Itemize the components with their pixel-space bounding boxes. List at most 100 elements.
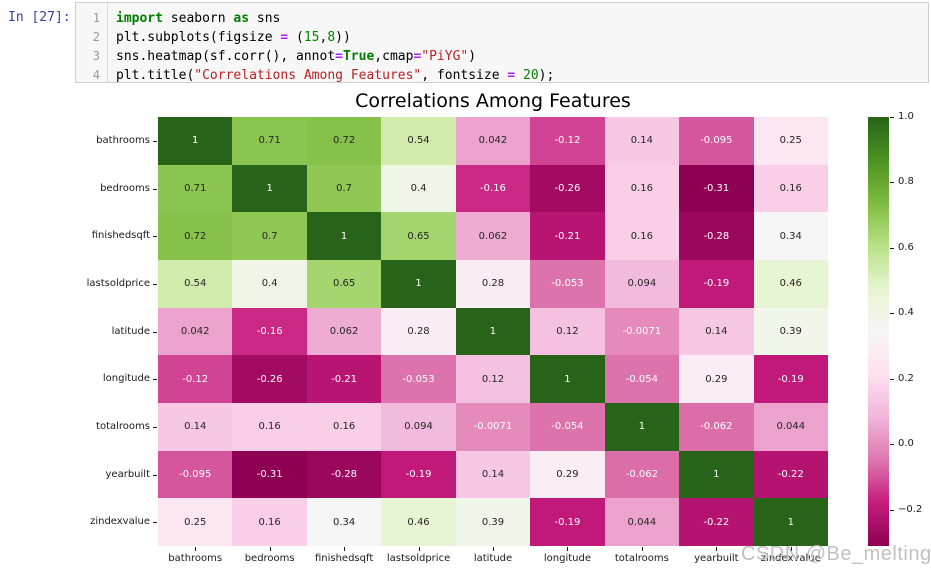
y-tick-mark bbox=[153, 426, 157, 428]
y-tick-mark bbox=[153, 236, 157, 238]
code-token: , fontsize bbox=[421, 68, 508, 83]
colorbar bbox=[868, 117, 889, 546]
colorbar-tick-mark bbox=[890, 509, 894, 511]
colorbar-tick-label: 1.0 bbox=[898, 111, 914, 122]
heatmap-cell: 1 bbox=[679, 450, 754, 499]
heatmap-cell: -0.22 bbox=[753, 450, 828, 499]
y-tick-mark bbox=[153, 379, 157, 381]
y-tick-mark bbox=[153, 283, 157, 285]
code-token: sns bbox=[249, 11, 281, 26]
heatmap-cell: 0.39 bbox=[753, 307, 828, 356]
heatmap-cell: 0.65 bbox=[381, 212, 456, 260]
colorbar-tick-mark bbox=[890, 313, 894, 315]
code-line[interactable]: sns.heatmap(sf.corr(), annot=True,cmap="… bbox=[116, 47, 928, 66]
code-token: as bbox=[233, 11, 250, 26]
heatmap-cell: 0.25 bbox=[158, 498, 233, 546]
heatmap-cell: 1 bbox=[753, 498, 828, 546]
x-tick-label: totalrooms bbox=[614, 553, 669, 564]
figure-title: Correlations Among Features bbox=[355, 90, 631, 112]
y-tick-mark bbox=[153, 188, 157, 190]
cell-prompt: In [27]: bbox=[8, 10, 71, 25]
heatmap-cell: -0.062 bbox=[604, 450, 680, 499]
y-tick-label: bathrooms bbox=[96, 134, 150, 146]
code-token: plt.title( bbox=[116, 68, 195, 83]
code-token: "Correlations Among Features" bbox=[194, 68, 422, 83]
heatmap-cell: 0.7 bbox=[306, 164, 382, 213]
heatmap-cell: 0.71 bbox=[158, 164, 233, 213]
code-token: "PiYG" bbox=[421, 49, 469, 64]
heatmap-cell: 0.14 bbox=[679, 307, 754, 356]
code-token: )) bbox=[335, 30, 351, 45]
heatmap-cell: 0.46 bbox=[753, 260, 828, 308]
code-token: = bbox=[335, 49, 343, 64]
heatmap-cell: 0.7 bbox=[232, 212, 307, 260]
code-token: , bbox=[319, 30, 328, 45]
colorbar-tick-label: 0.2 bbox=[898, 372, 914, 384]
heatmap-cell: 0.28 bbox=[381, 307, 456, 356]
heatmap-cell: -0.19 bbox=[381, 450, 456, 499]
heatmap-cell: 0.12 bbox=[455, 355, 531, 403]
x-tick-label: bathrooms bbox=[168, 553, 223, 564]
line-number: 4 bbox=[92, 68, 100, 82]
y-tick-label: lastsoldprice bbox=[86, 277, 150, 289]
x-tick-label: latitude bbox=[473, 553, 513, 564]
heatmap-cell: -0.0071 bbox=[455, 403, 531, 451]
y-tick-label: longitude bbox=[102, 373, 150, 385]
x-tick-mark bbox=[418, 547, 420, 551]
y-tick-mark bbox=[153, 522, 157, 524]
heatmap-cell: 0.72 bbox=[158, 212, 233, 260]
heatmap-cell: 0.16 bbox=[604, 164, 680, 213]
code-token: True bbox=[342, 49, 375, 64]
heatmap-cell: 1 bbox=[232, 164, 307, 213]
line-number-gutter: 1 2 3 4 bbox=[76, 3, 108, 82]
x-tick-mark bbox=[269, 547, 271, 551]
heatmap-cell: 0.34 bbox=[306, 498, 382, 546]
heatmap-cell: -0.26 bbox=[232, 355, 307, 403]
heatmap-cell: 0.094 bbox=[381, 403, 456, 451]
heatmap-cell: -0.12 bbox=[530, 117, 605, 165]
heatmap-cell: -0.28 bbox=[306, 450, 382, 499]
heatmap-cell: 0.042 bbox=[158, 307, 233, 356]
code-token: import bbox=[116, 11, 163, 26]
x-tick-mark bbox=[493, 547, 494, 551]
x-tick-mark bbox=[344, 547, 346, 551]
x-tick-mark bbox=[790, 547, 792, 551]
line-number: 2 bbox=[92, 30, 100, 44]
x-tick-label: longitude bbox=[543, 553, 591, 564]
y-tick-mark bbox=[153, 474, 157, 476]
heatmap-cell: 1 bbox=[604, 403, 680, 451]
x-tick-label: finishedsqft bbox=[314, 553, 374, 564]
heatmap-cell: 0.65 bbox=[306, 260, 382, 308]
heatmap-cell: 0.25 bbox=[753, 117, 828, 165]
heatmap-cell: -0.062 bbox=[679, 403, 754, 451]
heatmap-cell: 0.042 bbox=[455, 117, 531, 165]
code-token bbox=[515, 68, 523, 83]
heatmap-cell: -0.095 bbox=[679, 117, 754, 165]
heatmap: 1 0.71 0.72 0.54 0.042 -0.12 0.14 -0.095 0.25 0.7… bbox=[158, 117, 828, 546]
heatmap-cell: -0.31 bbox=[679, 164, 754, 213]
code-line[interactable]: plt.title("Correlations Among Features",… bbox=[116, 66, 928, 85]
colorbar-tick-label: −0.2 bbox=[898, 503, 923, 515]
heatmap-cell: -0.21 bbox=[306, 355, 382, 403]
y-tick-mark bbox=[153, 331, 157, 333]
code-token: ,cmap bbox=[374, 49, 414, 64]
code-token: = bbox=[413, 49, 422, 64]
heatmap-cell: 0.044 bbox=[753, 403, 828, 451]
code-editor[interactable]: import seaborn as sns plt.subplots(figsiz… bbox=[108, 3, 928, 85]
heatmap-cell: -0.053 bbox=[530, 260, 605, 308]
code-token: ( bbox=[288, 30, 304, 45]
heatmap-cell: 0.54 bbox=[381, 117, 456, 165]
heatmap-cell: -0.28 bbox=[679, 212, 754, 260]
heatmap-cell: 1 bbox=[381, 260, 456, 308]
code-line[interactable]: plt.subplots(figsize = (15,8)) bbox=[116, 28, 928, 47]
y-tick-mark bbox=[153, 140, 157, 142]
heatmap-cell: -0.31 bbox=[232, 450, 307, 499]
colorbar-tick-label: 0.8 bbox=[898, 176, 914, 188]
code-token: ) bbox=[468, 49, 477, 64]
heatmap-cell: -0.22 bbox=[679, 498, 754, 546]
colorbar-tick-label: 0.6 bbox=[898, 241, 914, 253]
heatmap-cell: 1 bbox=[158, 117, 233, 165]
code-line[interactable]: import seaborn as sns bbox=[116, 9, 928, 28]
